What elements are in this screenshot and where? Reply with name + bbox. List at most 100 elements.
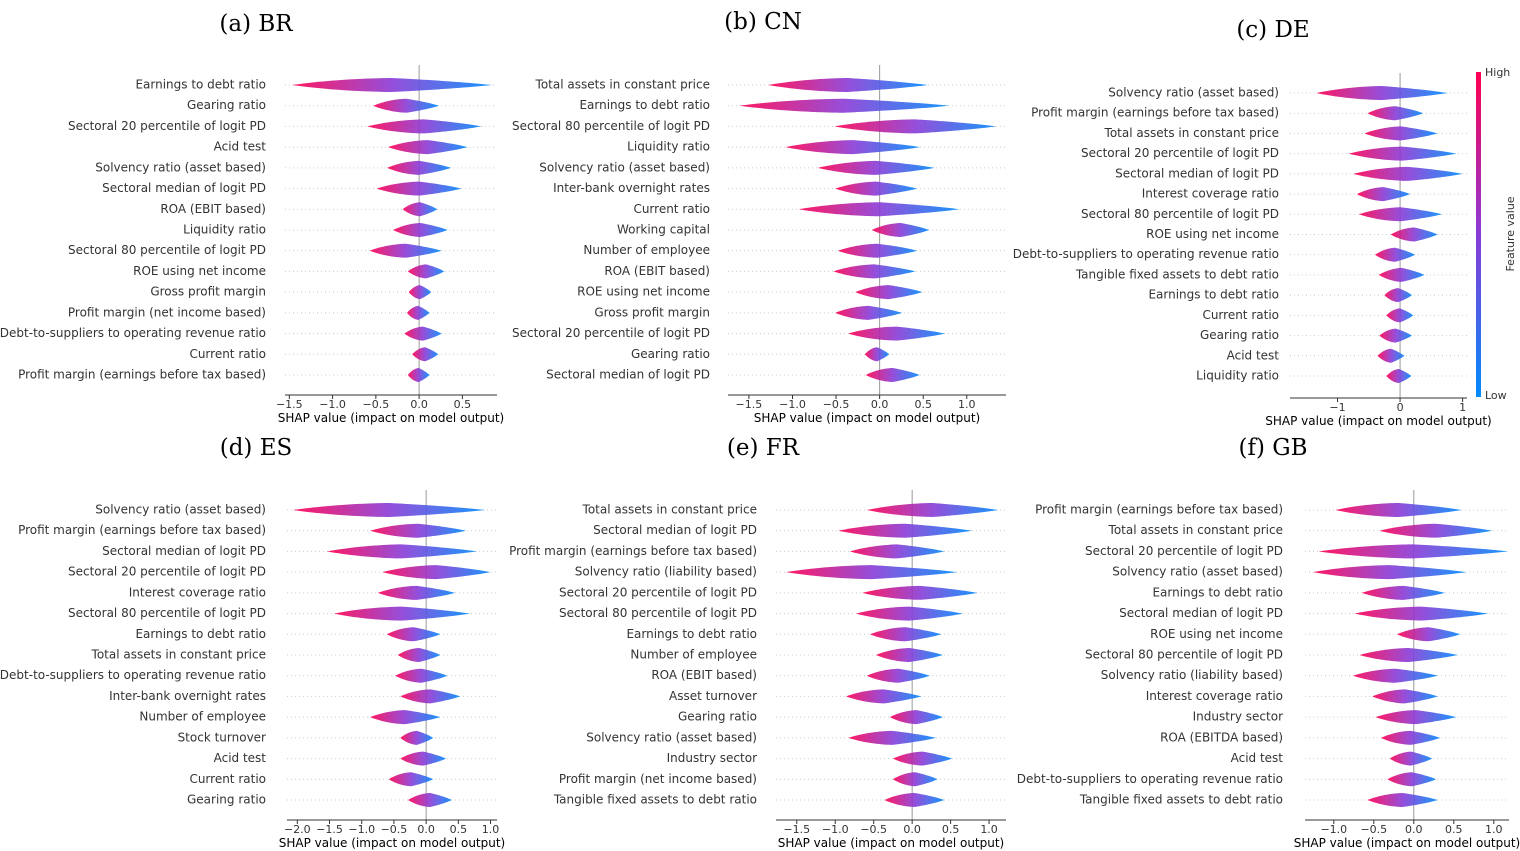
feature-label: Profit margin (net income based): [68, 305, 266, 319]
feature-label: Tangible fixed assets to debt ratio: [1079, 793, 1283, 807]
swarm: [892, 751, 953, 766]
x-tick-label: −1.0: [779, 398, 806, 411]
feature-label: Sectoral median of logit PD: [102, 181, 266, 195]
swarm: [1313, 565, 1467, 580]
x-tick-label: 1.0: [980, 823, 998, 836]
swarm: [326, 544, 478, 559]
feature-label: Sectoral median of logit PD: [1119, 606, 1283, 620]
feature-label: Industry sector: [1193, 710, 1283, 724]
swarm: [292, 503, 486, 517]
swarm: [1379, 523, 1493, 538]
swarm: [1381, 730, 1441, 745]
x-tick-label: 1.0: [1485, 823, 1503, 836]
x-tick-label: −1.0: [1320, 823, 1347, 836]
x-tick-label: 1.0: [482, 823, 500, 836]
swarm: [768, 78, 928, 92]
swarm: [1386, 308, 1414, 323]
swarm: [856, 606, 963, 621]
x-axis-label: SHAP value (impact on model output): [1265, 414, 1492, 428]
swarm: [835, 305, 903, 320]
swarm: [386, 627, 441, 642]
feature-label: Liquidity ratio: [1196, 369, 1279, 383]
feature-label: ROE using net income: [577, 285, 710, 299]
x-tick-label: −0.5: [381, 823, 408, 836]
feature-label: Acid test: [1231, 751, 1284, 765]
swarm: [817, 160, 935, 175]
swarm: [369, 243, 442, 258]
feature-label: Gearing ratio: [631, 347, 710, 361]
feature-label: ROE using net income: [1150, 627, 1283, 641]
panel-title: (a) BR: [219, 11, 293, 37]
colorbar-label: Feature value: [1504, 196, 1517, 271]
feature-label: Asset turnover: [669, 689, 757, 703]
feature-label: Debt-to-suppliers to operating revenue r…: [1017, 772, 1283, 786]
x-tick-label: −1.0: [348, 823, 375, 836]
feature-label: Current ratio: [633, 202, 710, 216]
feature-label: Sectoral 20 percentile of logit PD: [512, 326, 710, 340]
swarm: [798, 202, 960, 217]
x-tick-label: −1.5: [783, 823, 810, 836]
colorbar-low: Low: [1485, 389, 1507, 402]
swarm: [1353, 668, 1438, 683]
swarm: [1389, 751, 1433, 766]
x-axis-label: SHAP value (impact on model output): [754, 411, 981, 425]
swarm: [373, 98, 440, 113]
feature-label: Sectoral median of logit PD: [546, 368, 710, 382]
feature-label: Profit margin (earnings before tax based…: [509, 544, 757, 558]
feature-label: Total assets in constant price: [582, 503, 757, 517]
feature-label: Number of employee: [630, 648, 757, 662]
swarm: [866, 668, 930, 683]
feature-label: Sectoral 20 percentile of logit PD: [68, 565, 266, 579]
feature-label: Solvency ratio (asset based): [95, 160, 266, 174]
swarm: [884, 793, 945, 807]
x-tick-label: 0.5: [1445, 823, 1463, 836]
feature-label: Tangible fixed assets to debt ratio: [1075, 267, 1279, 281]
feature-label: ROA (EBIT based): [160, 202, 266, 216]
x-axis-label: SHAP value (impact on model output): [278, 411, 505, 425]
swarm: [388, 772, 434, 787]
panel-title: (c) DE: [1236, 17, 1309, 43]
feature-label: Sectoral median of logit PD: [593, 523, 757, 537]
feature-label: Profit margin (earnings before tax based…: [18, 368, 266, 382]
feature-label: Gearing ratio: [187, 98, 266, 112]
swarm: [848, 326, 945, 341]
x-tick-label: 0.5: [914, 398, 932, 411]
feature-label: Gearing ratio: [1200, 328, 1279, 342]
swarm: [862, 585, 978, 600]
swarm: [1358, 207, 1442, 222]
feature-label: Sectoral 80 percentile of logit PD: [512, 119, 710, 133]
feature-label: Interest coverage ratio: [1142, 187, 1279, 201]
swarm: [334, 606, 470, 621]
feature-label: Sectoral 80 percentile of logit PD: [68, 243, 266, 257]
feature-label: Solvency ratio (liability based): [1101, 668, 1283, 682]
feature-label: Solvency ratio (asset based): [95, 503, 266, 517]
feature-label: Current ratio: [189, 347, 266, 361]
swarm: [407, 368, 430, 382]
swarm: [849, 544, 945, 559]
swarm: [739, 98, 950, 113]
x-tick-label: 0: [1397, 401, 1404, 414]
swarm: [387, 140, 468, 155]
panel-title: (f) GB: [1238, 435, 1307, 461]
feature-label: Interest coverage ratio: [129, 585, 266, 599]
swarm: [382, 565, 491, 580]
feature-label: Number of employee: [583, 243, 710, 257]
feature-label: Sectoral 80 percentile of logit PD: [1085, 648, 1283, 662]
swarm: [400, 730, 434, 745]
swarm: [1375, 710, 1457, 725]
feature-label: Acid test: [1227, 348, 1280, 362]
x-tick-label: 0.5: [454, 398, 472, 411]
swarm: [835, 181, 918, 196]
feature-label: Profit margin (earnings before tax based…: [18, 523, 266, 537]
x-tick-label: 1: [1459, 401, 1466, 414]
feature-label: Gross profit margin: [594, 305, 710, 319]
swarm: [408, 285, 432, 300]
x-axis-label: SHAP value (impact on model output): [1294, 836, 1520, 850]
feature-label: Earnings to debt ratio: [1148, 288, 1279, 302]
feature-label: ROA (EBIT based): [651, 668, 757, 682]
swarm: [393, 223, 448, 237]
swarm: [1367, 106, 1424, 121]
swarm: [376, 181, 462, 196]
x-tick-label: −0.5: [860, 823, 887, 836]
x-tick-label: −2.0: [284, 823, 311, 836]
